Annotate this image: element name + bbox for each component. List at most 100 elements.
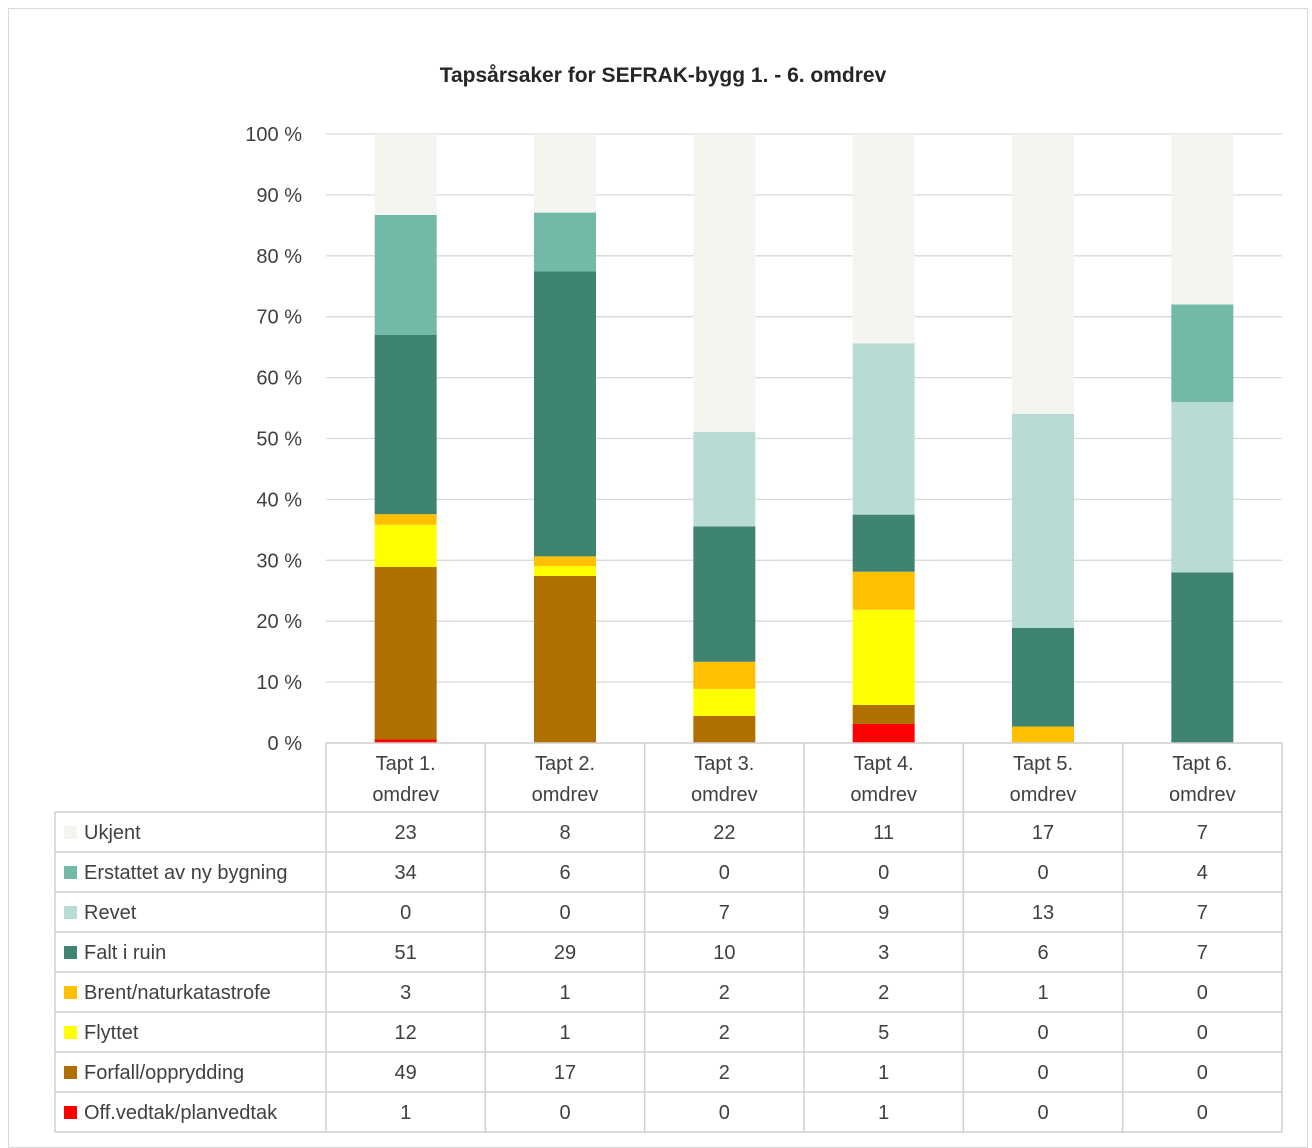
- legend-swatch: [64, 1106, 77, 1119]
- bar-segment: [693, 526, 756, 662]
- bar-segment: [374, 514, 437, 525]
- category-label: omdrev: [850, 784, 917, 806]
- series-name: Off.vedtak/planvedtak: [84, 1102, 278, 1124]
- bar-segment: [534, 566, 596, 577]
- bar-segment: [534, 134, 596, 213]
- bar-segment: [1171, 572, 1234, 743]
- table-cell-value: 8: [559, 822, 570, 844]
- y-tick-label: 30 %: [256, 550, 302, 572]
- bar-segment: [374, 566, 437, 740]
- category-label: Tapt 3.: [694, 753, 754, 775]
- table-cell-value: 0: [719, 862, 730, 884]
- table-cell-value: 0: [1037, 1062, 1048, 1084]
- y-axis-ticks: 0 % 10 % 20 % 30 % 40 % 50 % 60 % 70 % 80 % 90 % 1…: [245, 124, 302, 755]
- table-cell-value: 0: [1197, 982, 1208, 1004]
- legend-swatch: [64, 946, 77, 959]
- bar-segment: [374, 134, 437, 215]
- table-cell-value: 34: [395, 862, 417, 884]
- table-cell-value: 1: [1037, 982, 1048, 1004]
- table-cell-value: 10: [713, 942, 735, 964]
- legend-swatch: [64, 866, 77, 879]
- table-cell-value: 2: [719, 1022, 730, 1044]
- series-name: Erstattet av ny bygning: [84, 862, 287, 884]
- category-label: Tapt 5.: [1013, 753, 1073, 775]
- legend-swatch: [64, 986, 77, 999]
- series-name: Ukjent: [84, 822, 141, 844]
- bar-segment: [1012, 413, 1074, 628]
- bar-segment: [534, 212, 596, 272]
- table-cell-value: 49: [395, 1062, 417, 1084]
- bar-segment: [852, 723, 915, 743]
- table-cell-value: 1: [559, 1022, 570, 1044]
- data-table: Tapt 1. omdrev Tapt 2. omdrev Tapt 3. omdrev T…: [54, 742, 1283, 1133]
- bar-segment: [1171, 134, 1234, 305]
- legend-swatch: [64, 826, 77, 839]
- bar-segment: [852, 343, 915, 515]
- category-label: Tapt 4.: [854, 753, 914, 775]
- bar-segment: [374, 214, 437, 335]
- bar-segment: [852, 514, 915, 572]
- category-label: omdrev: [532, 784, 599, 806]
- category-label: omdrev: [372, 784, 439, 806]
- bar-segment: [374, 524, 437, 567]
- table-cell-value: 7: [1197, 902, 1208, 924]
- bar-segment: [1012, 726, 1074, 743]
- table-cell-value: 12: [395, 1022, 417, 1044]
- bar-segment: [534, 556, 596, 567]
- table-cell-value: 0: [1197, 1102, 1208, 1124]
- category-label: Tapt 2.: [535, 753, 595, 775]
- table-cell-value: 29: [554, 942, 576, 964]
- table-cell-value: 0: [1037, 1022, 1048, 1044]
- table-cell-value: 23: [395, 822, 417, 844]
- table-cell-value: 7: [719, 902, 730, 924]
- table-cell-value: 22: [713, 822, 735, 844]
- category-label: omdrev: [1169, 784, 1236, 806]
- chart-title: Tapsårsaker for SEFRAK-bygg 1. - 6. omdr…: [440, 64, 887, 87]
- table-cell-value: 51: [395, 942, 417, 964]
- table-cell-value: 1: [878, 1062, 889, 1084]
- bar-segment: [693, 134, 756, 432]
- table-cell-value: 3: [400, 982, 411, 1004]
- series-name: Flyttet: [84, 1022, 139, 1044]
- legend-swatch: [64, 1026, 77, 1039]
- bar-segment: [1012, 627, 1074, 727]
- bar-segment: [374, 334, 437, 515]
- bar-segment: [852, 134, 915, 344]
- y-tick-label: 20 %: [256, 611, 302, 633]
- bar-segment: [1171, 304, 1234, 402]
- table-cell-value: 17: [1032, 822, 1054, 844]
- bar-segment: [374, 739, 437, 743]
- table-cell-value: 7: [1197, 942, 1208, 964]
- table-cell-value: 9: [878, 902, 889, 924]
- y-tick-label: 0 %: [268, 733, 303, 755]
- bar-segment: [693, 688, 756, 716]
- table-cell-value: 4: [1197, 862, 1208, 884]
- bar-segment: [693, 661, 756, 689]
- legend-swatch: [64, 906, 77, 919]
- y-tick-label: 60 %: [256, 368, 302, 390]
- table-cell-value: 2: [719, 1062, 730, 1084]
- table-cell-value: 0: [1037, 1102, 1048, 1124]
- bar-segment: [852, 609, 915, 705]
- bar-segment: [852, 571, 915, 610]
- table-cell-value: 7: [1197, 822, 1208, 844]
- y-tick-label: 40 %: [256, 489, 302, 511]
- bar-segment: [1012, 134, 1074, 414]
- table-cell-value: 0: [719, 1102, 730, 1124]
- bar-segment: [852, 704, 915, 724]
- y-tick-label: 80 %: [256, 246, 302, 268]
- table-cell-value: 0: [400, 902, 411, 924]
- y-tick-label: 100 %: [245, 124, 302, 146]
- legend-swatch: [64, 1066, 77, 1079]
- bars: [374, 134, 1234, 743]
- table-cell-value: 2: [719, 982, 730, 1004]
- table-cell-value: 6: [559, 862, 570, 884]
- table-cell-value: 5: [878, 1022, 889, 1044]
- series-name: Brent/naturkatastrofe: [84, 982, 271, 1004]
- table-cell-value: 0: [559, 1102, 570, 1124]
- y-tick-label: 50 %: [256, 429, 302, 451]
- table-cell-value: 1: [878, 1102, 889, 1124]
- table-cell-value: 1: [559, 982, 570, 1004]
- table-cell-value: 6: [1037, 942, 1048, 964]
